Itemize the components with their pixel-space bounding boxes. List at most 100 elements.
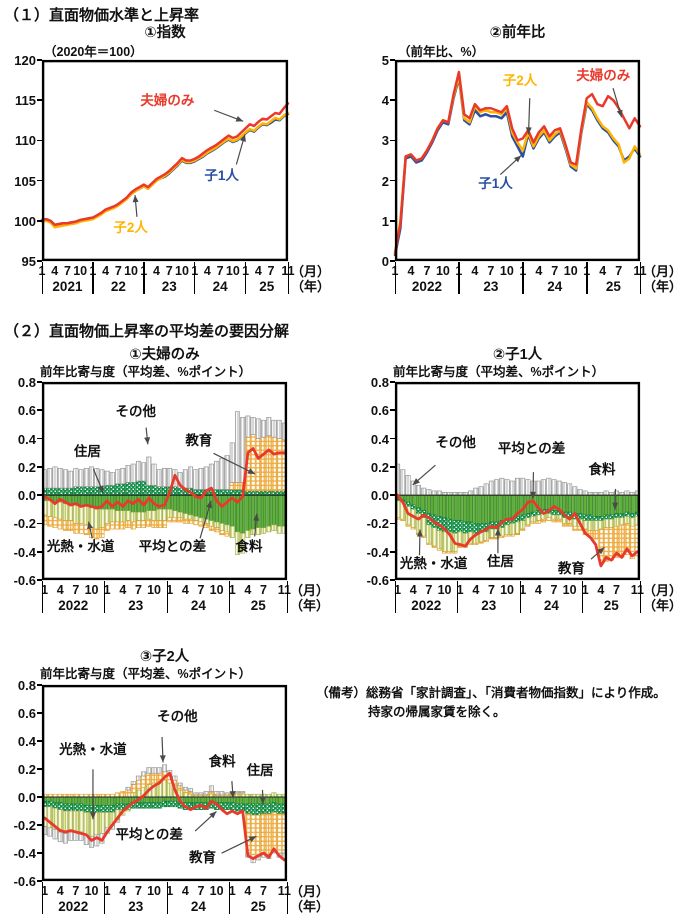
bar-segment-other <box>78 469 84 487</box>
bar-segment-other <box>68 831 74 841</box>
bar-segment-housing <box>52 802 58 809</box>
bar-segment-education <box>473 542 479 545</box>
bar-segment-education <box>572 525 578 531</box>
month-tick-label: 7 <box>423 264 431 278</box>
annotation-その他: その他 <box>157 709 198 725</box>
y-tick-label: -0.4 <box>13 846 36 861</box>
bar-segment-housing <box>271 802 277 813</box>
bar-segment-utility <box>603 518 609 528</box>
month-tick-label: 1 <box>166 583 174 597</box>
bar-segment-food <box>593 494 599 517</box>
bar-segment-education <box>73 523 79 534</box>
series-line-child2 <box>40 111 290 229</box>
year-label: 24 <box>190 598 206 613</box>
bar-segment-other <box>208 785 214 792</box>
month-tick-label: 4 <box>203 264 211 278</box>
bar-segment-education <box>452 551 458 554</box>
axis-month-unit: （月） <box>290 884 330 899</box>
month-tick-label: 10 <box>500 583 515 597</box>
bar-segment-utility <box>130 511 136 523</box>
month-tick-label: 10 <box>435 264 450 278</box>
bar-segment-food <box>276 494 282 527</box>
month-tick-label: 7 <box>216 264 224 278</box>
bar-segment-education <box>182 789 188 794</box>
bar-segment-other <box>177 782 183 787</box>
bar-segment-other <box>509 480 515 496</box>
bar-segment-food <box>234 796 240 805</box>
bar-segment-utility <box>188 514 194 520</box>
year-label: 25 <box>603 598 619 613</box>
note-line1: （備考）総務省「家計調査」、「消費者物価指数」により作成。 <box>316 686 666 700</box>
year-label: 23 <box>128 899 144 914</box>
bar-segment-education <box>135 520 141 528</box>
year-separator <box>41 882 43 914</box>
month-tick-label: 7 <box>487 264 495 278</box>
bar-segment-other <box>224 455 230 490</box>
bar-segment-education <box>135 779 141 791</box>
month-tick-label: 7 <box>165 264 173 278</box>
y-tick-label: 0.0 <box>17 790 36 805</box>
bar-segment-education <box>250 814 256 858</box>
bar-segment-education <box>146 772 152 785</box>
year-separator <box>287 262 289 294</box>
month-tick-label: 7 <box>613 583 620 597</box>
bar-segment-housing <box>177 487 183 496</box>
axis-year-unit: （年） <box>643 598 683 613</box>
year-separator <box>229 581 231 613</box>
bar-segment-other <box>162 467 167 487</box>
y-tick-mark <box>37 550 42 553</box>
month-tick-label: 1 <box>41 583 49 597</box>
bar-segment-other <box>120 467 126 485</box>
bar-segment-utility <box>219 523 225 531</box>
bar-segment-housing <box>405 501 411 507</box>
bar-segment-education <box>261 436 267 492</box>
y-tick-mark <box>37 99 42 101</box>
bar-segment-education <box>483 540 489 543</box>
month-tick-label: 10 <box>73 264 88 278</box>
bar-segment-housing <box>146 484 152 496</box>
year-label: 24 <box>547 279 563 294</box>
bar-segment-food <box>151 796 157 803</box>
axis-year-unit: （年） <box>290 899 330 914</box>
bar-segment-housing <box>62 487 68 496</box>
month-tick-label: 4 <box>181 583 189 597</box>
bar-segment-other <box>193 792 199 795</box>
bar-segment-housing <box>234 803 240 812</box>
bar-segment-food <box>255 494 261 528</box>
bar-segment-education <box>99 527 105 538</box>
bar-segment-food <box>162 796 167 802</box>
bar-segment-utility <box>271 792 277 798</box>
bar-segment-housing <box>162 486 167 496</box>
bar-segment-other <box>504 479 510 496</box>
month-tick-label: 1 <box>228 884 236 898</box>
month-tick-label: 4 <box>181 884 189 898</box>
y-tick-label: 0.8 <box>370 375 389 390</box>
bar-segment-food <box>499 494 505 521</box>
chart-yoy-unit: （前年比、%） <box>398 45 485 59</box>
bar-segment-other <box>214 791 220 795</box>
y-tick-mark <box>37 437 42 440</box>
year-separator <box>519 581 521 613</box>
bar-segment-food <box>250 796 256 805</box>
bar-segment-utility <box>104 812 110 829</box>
bar-segment-utility <box>177 511 183 519</box>
bar-segment-food <box>78 796 84 805</box>
bar-segment-other <box>156 469 162 487</box>
bar-segment-other <box>224 792 230 795</box>
bar-segment-other <box>499 477 505 496</box>
bar-segment-housing <box>525 513 531 519</box>
bar-segment-food <box>541 494 547 510</box>
bar-segment-other <box>109 472 115 486</box>
bar-segment-housing <box>99 805 105 813</box>
bar-segment-housing <box>135 480 141 496</box>
bar-segment-other <box>47 827 53 837</box>
bar-segment-education <box>436 548 442 551</box>
month-tick-label: 1 <box>228 583 236 597</box>
bar-segment-other <box>151 767 157 774</box>
month-tick-label: 4 <box>409 583 417 597</box>
bar-segment-housing <box>120 483 126 496</box>
bar-segment-food <box>619 494 625 514</box>
bar-segment-utility <box>109 508 115 523</box>
bar-segment-food <box>57 796 63 803</box>
month-tick-label: 1 <box>103 583 111 597</box>
